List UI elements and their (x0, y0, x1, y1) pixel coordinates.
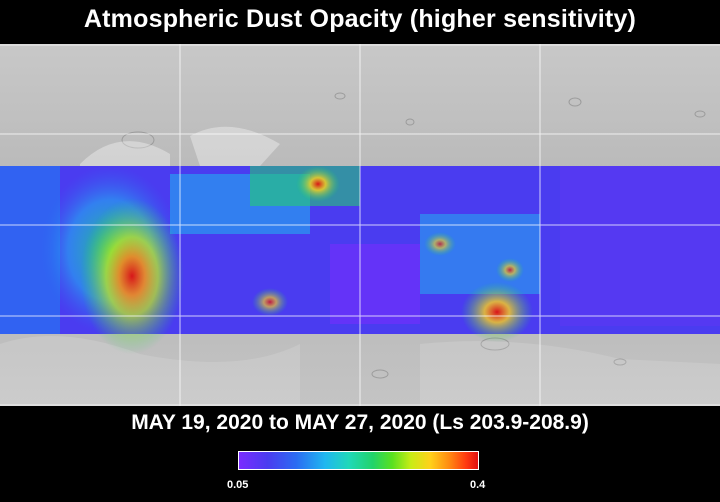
map-svg (0, 44, 720, 406)
date-range-label: MAY 19, 2020 to MAY 27, 2020 (Ls 203.9-2… (131, 411, 589, 434)
dust-opacity-map (0, 44, 720, 406)
colorbar (238, 451, 479, 470)
hot-spot-tharsis (80, 198, 184, 354)
hot-spot-east (461, 282, 533, 342)
hot-spot-north (296, 166, 340, 202)
relief-shading (0, 126, 720, 406)
colorbar-max-label: 0.4 (470, 479, 486, 491)
colorbar-min-label: 0.05 (227, 479, 249, 491)
relief-craters (121, 92, 706, 379)
map-title: Atmospheric Dust Opacity (higher sensiti… (83, 5, 637, 33)
map-grid (0, 44, 720, 406)
